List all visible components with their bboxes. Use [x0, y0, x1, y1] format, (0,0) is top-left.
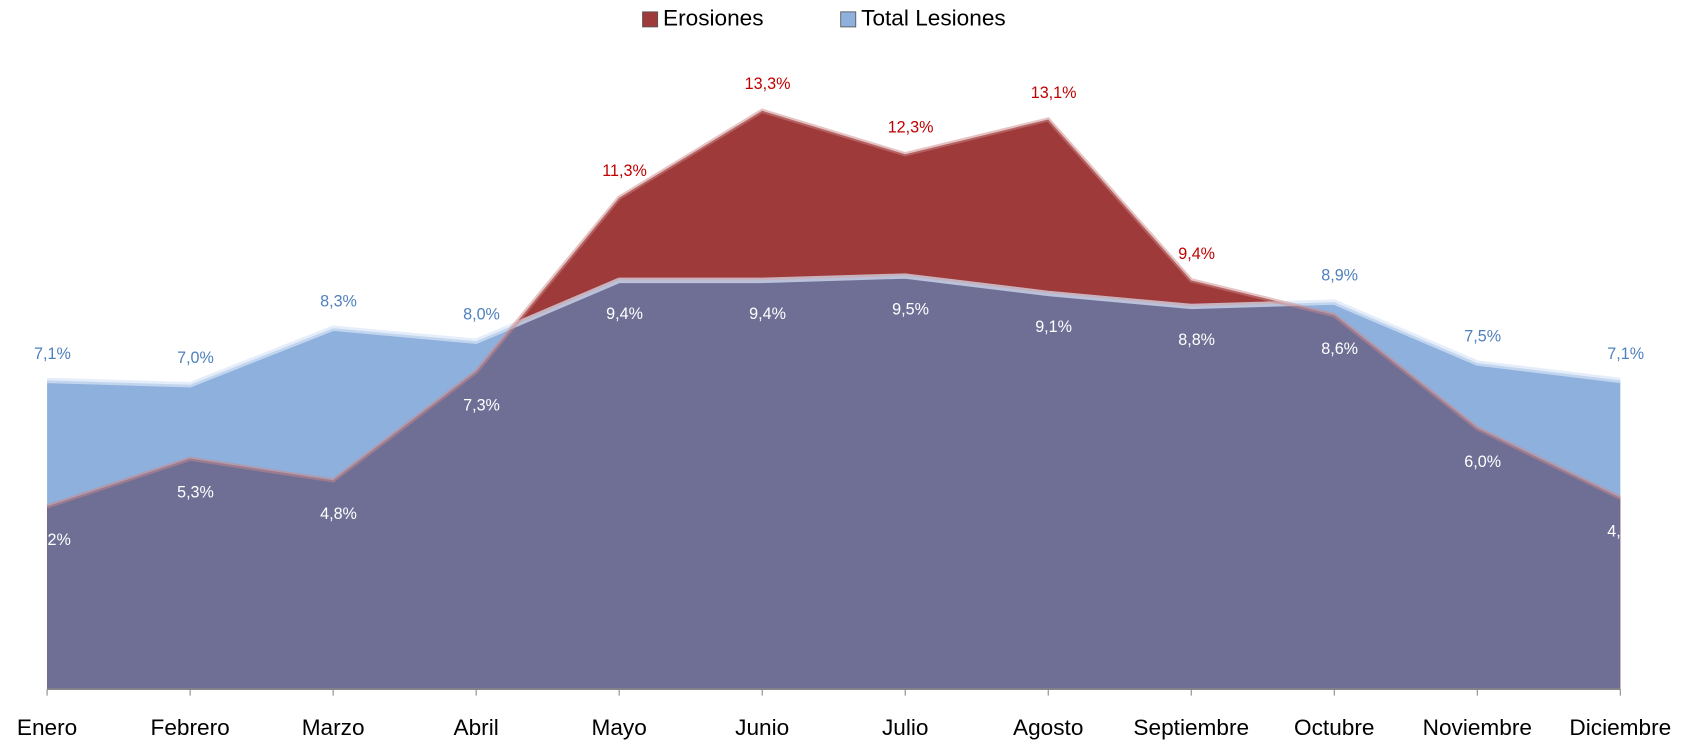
x-tick-label: Noviembre: [1423, 715, 1532, 740]
x-tick-label: Julio: [882, 715, 929, 740]
edge: [47, 273, 1621, 388]
x-tick-label: Octubre: [1294, 715, 1374, 740]
x-tick-label: Marzo: [302, 715, 365, 740]
data-label: 9,1%: [1035, 318, 1072, 336]
data-label: 7,1%: [34, 345, 71, 363]
x-tick-label: Enero: [17, 715, 77, 740]
data-label: 9,4%: [606, 305, 643, 323]
data-label: 8,3%: [320, 293, 357, 311]
data-label: 13,1%: [1031, 84, 1077, 102]
data-label: 9,4%: [1178, 245, 1215, 263]
x-tick-label: Agosto: [1013, 715, 1083, 740]
x-tick-label: Diciembre: [1569, 715, 1671, 740]
data-label: 13,3%: [745, 75, 791, 93]
data-label: 4,8%: [320, 505, 357, 523]
x-tick-label: Junio: [735, 715, 789, 740]
legend-label: Total Lesiones: [861, 5, 1006, 30]
data-label: 11,3%: [602, 162, 647, 180]
data-label: 8,8%: [1178, 331, 1215, 349]
legend-label: Erosiones: [663, 5, 764, 30]
legend: Erosiones Total Lesiones: [642, 5, 1006, 30]
data-label: 12,3%: [888, 119, 934, 137]
labels: Enero Febrero Marzo Abril Mayo Junio Julio Agos…: [17, 75, 1671, 740]
data-label: 5,3%: [177, 483, 214, 501]
x-tick-label: Septiembre: [1133, 715, 1249, 740]
data-label: 9,5%: [892, 301, 929, 319]
data-label: 7,0%: [177, 349, 214, 367]
data-label: 8,0%: [463, 306, 500, 324]
plot-area: [46, 108, 1622, 690]
x-tick-label: Febrero: [151, 715, 230, 740]
data-label: 7,1%: [1607, 345, 1644, 363]
edge: [46, 108, 1622, 509]
data-label: 7,5%: [1464, 327, 1501, 345]
data-label: 7,3%: [463, 396, 500, 414]
data-label: 9,4%: [749, 305, 786, 323]
legend-swatch: [840, 11, 857, 28]
legend-swatch: [642, 11, 659, 28]
x-tick-label: Mayo: [592, 715, 647, 740]
data-label: 4,4%: [1607, 523, 1644, 541]
data-label: 6,0%: [1464, 453, 1501, 471]
overlap-area: [47, 276, 1621, 690]
data-label: 8,6%: [1321, 340, 1358, 358]
data-label: 4,2%: [34, 531, 71, 549]
data-label: 8,9%: [1321, 267, 1358, 285]
x-tick-label: Abril: [454, 715, 499, 740]
